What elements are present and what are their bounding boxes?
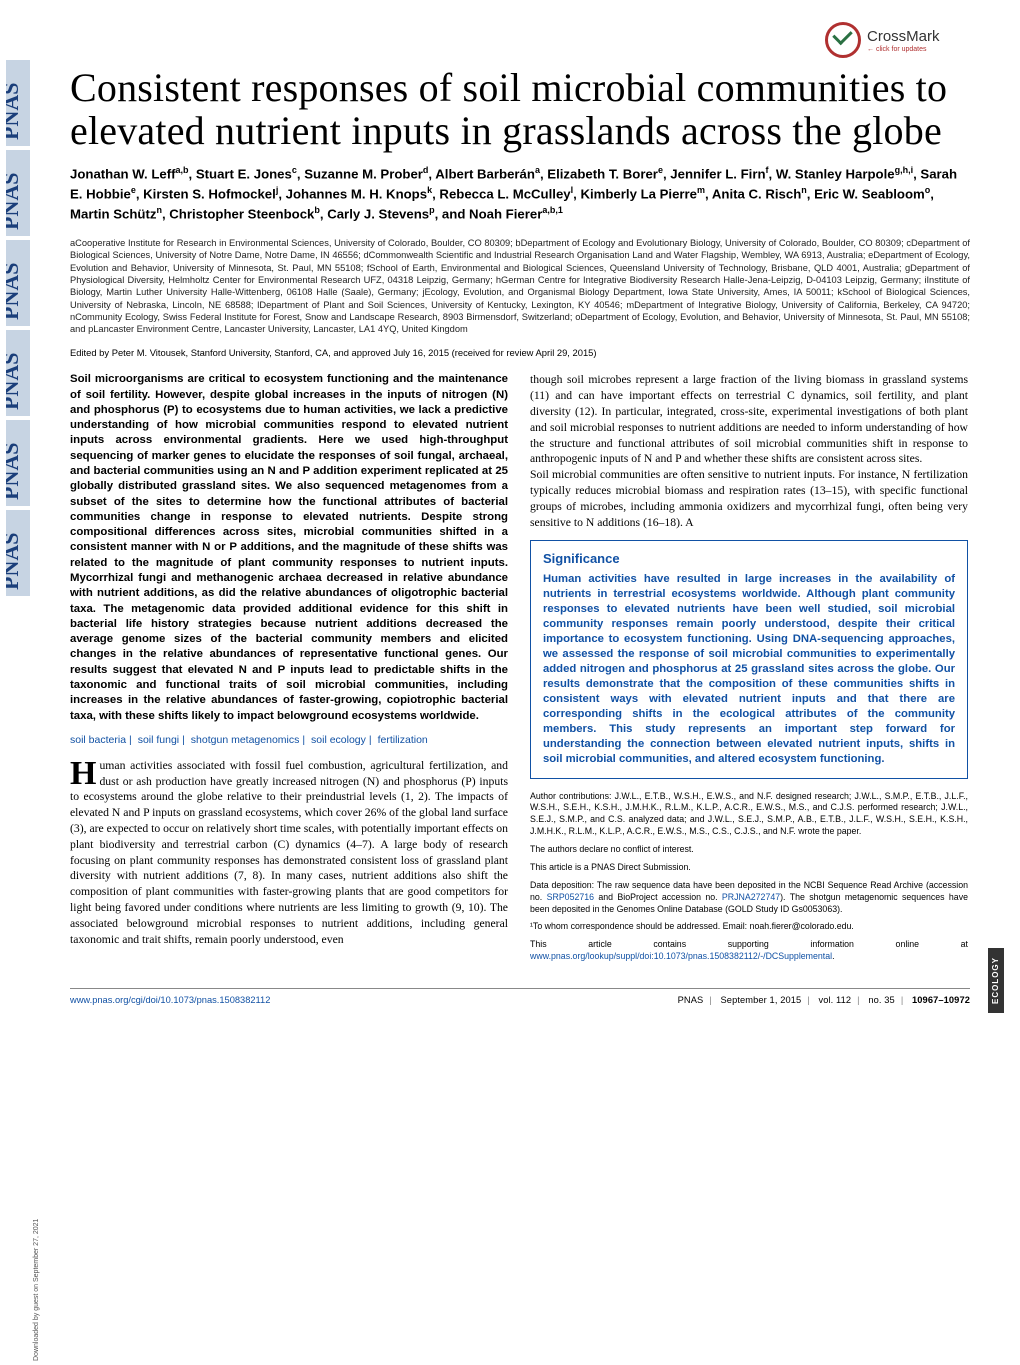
intro-paragraph: Human activities associated with fossil … [70,758,508,948]
keyword: soil bacteria [70,734,126,746]
crossmark-badge[interactable]: CrossMark ← click for updates [825,20,965,60]
page-content: CrossMark ← click for updates Consistent… [70,30,970,969]
data-deposition: Data deposition: The raw sequence data h… [530,880,968,916]
keywords-line: soil bacteria| soil fungi| shotgun metag… [70,734,508,746]
left-column: Soil microorganisms are critical to ecos… [70,372,508,969]
page-footer: www.pnas.org/cgi/doi/10.1073/pnas.150838… [70,988,970,1005]
downloaded-by-note: Downloaded by guest on September 27, 202… [33,1219,40,1361]
significance-text: Human activities have resulted in large … [543,572,955,767]
article-metadata-block: Author contributions: J.W.L., E.T.B., W.… [530,791,968,964]
significance-box: Significance Human activities have resul… [530,540,968,778]
footer-citation: PNAS| September 1, 2015| vol. 112| no. 3… [678,995,970,1005]
direct-submission-note: This article is a PNAS Direct Submission… [530,862,968,874]
pnas-side-logo-strip: PNAS [6,60,30,1310]
supporting-info: This article contains supporting informa… [530,939,968,963]
crossmark-ring-icon [825,22,861,58]
bioproject-link[interactable]: PRJNA272747 [722,892,780,902]
section-side-tab: ECOLOGY [988,948,1004,1013]
intro-continued: though soil microbes represent a large f… [530,372,968,530]
author-list: Jonathan W. Leffa,b, Stuart E. Jonesc, S… [70,164,970,223]
correspondence: ¹To whom correspondence should be addres… [530,921,968,933]
keyword: shotgun metagenomics [191,734,300,746]
intro-text: uman activities associated with fossil f… [70,759,508,946]
crossmark-label-wrap: CrossMark ← click for updates [867,28,940,53]
article-title: Consistent responses of soil microbial c… [70,66,970,152]
author-contributions: Author contributions: J.W.L., E.T.B., W.… [530,791,968,839]
affiliations: aCooperative Institute for Research in E… [70,237,970,335]
dropcap: H [70,758,99,789]
two-column-body: Soil microorganisms are critical to ecos… [70,372,970,969]
significance-heading: Significance [543,551,955,566]
right-column: though soil microbes represent a large f… [530,372,968,969]
conflict-of-interest: The authors declare no conflict of inter… [530,844,968,856]
footer-doi[interactable]: www.pnas.org/cgi/doi/10.1073/pnas.150838… [70,995,270,1005]
crossmark-sublabel: ← click for updates [867,46,940,53]
edited-by-line: Edited by Peter M. Vitousek, Stanford Un… [70,347,970,358]
keyword: soil ecology [311,734,366,746]
pnas-repeating-logo-icon: PNAS [6,60,30,1160]
keyword: fertilization [378,734,428,746]
keyword: soil fungi [138,734,179,746]
abstract-text: Soil microorganisms are critical to ecos… [70,372,508,723]
crossmark-label: CrossMark [867,28,940,45]
supplemental-link[interactable]: www.pnas.org/lookup/suppl/doi:10.1073/pn… [530,951,832,961]
accession-link[interactable]: SRP052716 [547,892,594,902]
